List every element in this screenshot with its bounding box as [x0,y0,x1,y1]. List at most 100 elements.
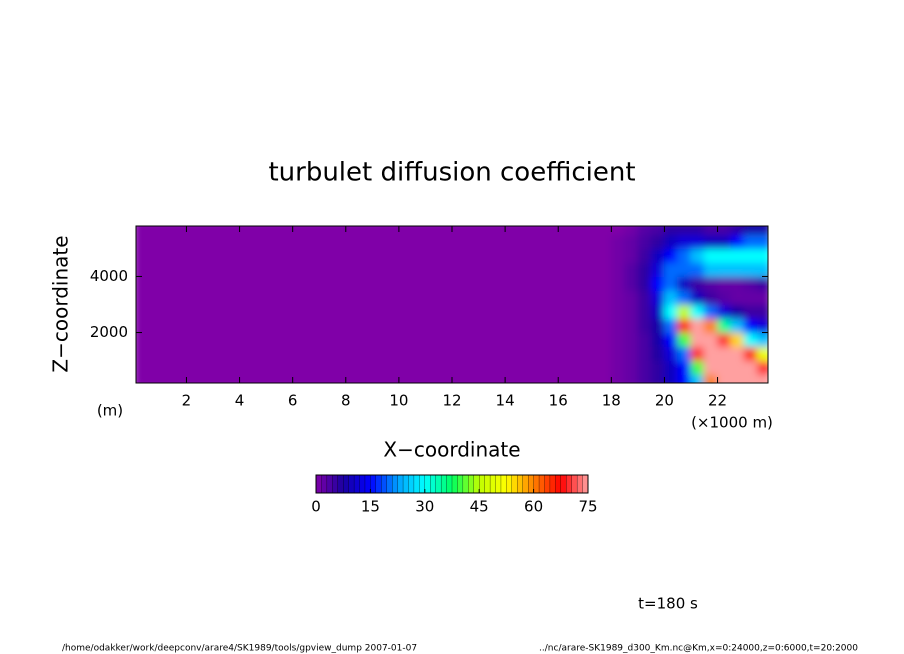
cell [717,247,732,263]
y-tick-label: 4000 [90,267,128,285]
x-tick-label: 4 [235,392,245,410]
colorbar-tick-label: 30 [415,498,434,516]
cell [650,374,665,383]
cell [703,275,719,291]
colorbar-segment [522,474,529,494]
cell [624,226,639,235]
cell [663,233,679,249]
colorbar-tick-label: 15 [361,498,380,516]
cell [756,289,768,305]
cell [663,275,679,291]
cell [743,233,758,249]
cell [677,360,692,376]
cell [650,346,665,362]
cell [597,247,612,263]
cell [610,233,626,249]
cell [690,289,705,305]
cell [717,360,732,376]
colorbar-segment [457,474,464,494]
colorbar-segment [576,474,584,494]
colorbar-segment [555,474,562,494]
cell [650,289,665,305]
cell [136,332,599,348]
cell [136,275,599,291]
cell [743,289,758,305]
colorbar-segment [440,474,448,494]
cell [610,360,626,376]
cell [730,318,745,334]
cell [756,275,768,291]
cell [690,318,705,334]
cell [597,275,612,291]
colorbar-segment [451,474,458,494]
cell [663,374,679,383]
colorbar-segment [560,474,567,494]
cell [730,226,745,235]
cell [650,275,665,291]
cell [756,360,768,376]
cell [717,346,732,362]
colorbar-frame [315,474,589,494]
cell [597,261,612,277]
x-tick-label: 6 [288,392,298,410]
cell [677,226,692,235]
colorbar-segment [484,474,491,494]
x-tick-label: 20 [655,392,674,410]
cell [677,374,692,383]
cell [650,247,665,263]
cell [690,374,705,383]
colorbar-segment [506,474,513,494]
cell [677,346,692,362]
cell [610,275,626,291]
colorbar-segment [495,474,502,494]
cell [610,318,626,334]
cell [717,318,732,334]
x-tick-label: 8 [341,392,351,410]
cell [637,275,652,291]
cell [677,275,692,291]
cell [730,360,745,376]
cell [624,332,639,348]
cell [743,275,758,291]
cell [663,261,679,277]
cell [650,360,665,376]
cell [756,346,768,362]
colorbar-segment [538,474,545,494]
cell [690,247,705,263]
field [136,226,768,383]
y-unit: (m) [97,402,123,420]
cell [136,289,599,305]
colorbar-segment [582,474,589,494]
cell [136,318,599,334]
colorbar-segment [500,474,507,494]
colorbar-tick-label: 45 [470,498,489,516]
cell [677,318,692,334]
cell [597,360,612,376]
cell [597,289,612,305]
cell [663,346,679,362]
cell [756,247,768,263]
colorbar-tick-label: 60 [524,498,543,516]
cell [663,304,679,320]
cell [624,289,639,305]
cell [756,226,768,235]
cell [637,247,652,263]
cell [650,304,665,320]
cell [756,304,768,320]
cell [610,289,626,305]
cell [663,289,679,305]
cell [730,261,745,277]
cell [756,332,768,348]
cell [637,289,652,305]
cell [624,360,639,376]
cell [717,233,732,249]
cell [624,374,639,383]
colorbar-tick-label: 0 [311,498,321,516]
cell [730,332,745,348]
cell [703,304,719,320]
cell [703,374,719,383]
cell [650,261,665,277]
cell [677,332,692,348]
x-axis-label: X−coordinate [383,438,520,462]
cell [650,226,665,235]
